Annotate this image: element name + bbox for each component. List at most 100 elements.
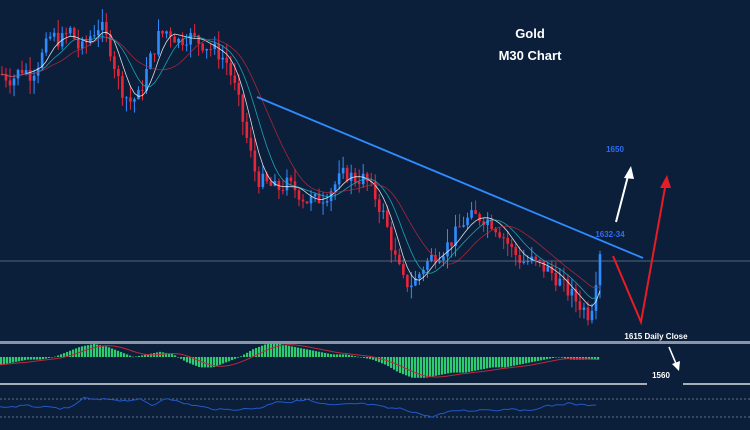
candle-body	[285, 177, 289, 191]
candle-body	[56, 32, 60, 47]
candle-body	[72, 27, 76, 39]
candle-body	[32, 75, 36, 81]
macd-signal-line	[0, 344, 598, 378]
macd-histogram-bar	[171, 354, 174, 357]
macd-histogram-bar	[219, 357, 222, 365]
label-1560: 1560	[652, 371, 670, 380]
macd-histogram-bar	[87, 345, 90, 357]
candle-body	[80, 41, 84, 49]
candle-body	[145, 68, 148, 91]
moving-average-line	[1, 36, 601, 289]
candle-body	[157, 30, 160, 55]
macd-histogram-bar	[213, 357, 216, 368]
arrow-up-white-head	[624, 166, 634, 179]
macd-histogram-bar	[225, 357, 228, 363]
macd-histogram-bar	[555, 357, 558, 358]
macd-histogram-bar	[258, 346, 261, 357]
candle-body	[121, 76, 124, 98]
macd-histogram-bar	[312, 350, 315, 357]
macd-histogram-bar	[261, 345, 264, 357]
macd-histogram-bar	[183, 357, 186, 361]
macd-histogram-bar	[45, 357, 48, 359]
candle-body	[550, 266, 554, 274]
moving-average-line	[1, 31, 601, 307]
macd-histogram-bar	[549, 357, 552, 359]
macd-histogram-bar	[540, 357, 543, 361]
macd-histogram-bar	[279, 344, 282, 357]
macd-histogram-bar	[138, 355, 141, 357]
macd-histogram-bar	[36, 357, 39, 360]
macd-histogram-bar	[102, 345, 105, 357]
macd-histogram-bar	[33, 357, 36, 360]
macd-histogram-bar	[459, 357, 462, 373]
candle-body	[241, 94, 245, 122]
macd-histogram-bar	[429, 357, 432, 377]
macd-histogram-bar	[300, 348, 303, 357]
macd-histogram-bar	[468, 357, 471, 372]
candle-body	[438, 260, 441, 263]
macd-histogram-bar	[96, 344, 99, 357]
descending-trendline[interactable]	[256, 96, 644, 259]
candle-body	[538, 259, 542, 262]
macd-histogram-bar	[246, 352, 249, 357]
candle-body	[590, 310, 594, 321]
macd-histogram-bar	[348, 355, 351, 357]
candle-body	[189, 32, 192, 45]
macd-histogram-bar	[66, 351, 69, 357]
candle-body	[301, 199, 305, 202]
macd-histogram-bar	[315, 351, 318, 357]
macd-histogram-bar	[360, 357, 363, 358]
label-1632-34: 1632-34	[595, 230, 625, 239]
candle-body	[574, 288, 578, 302]
macd-histogram-bar	[411, 357, 414, 378]
macd-histogram-bar	[375, 357, 378, 361]
candle-body	[16, 69, 20, 79]
candle-body	[426, 260, 429, 270]
macd-histogram-bar	[3, 357, 6, 365]
candle-body	[253, 150, 257, 172]
macd-histogram-bar	[528, 357, 531, 363]
macd-histogram-bar	[447, 357, 450, 374]
macd-histogram-bar	[450, 357, 453, 373]
macd-histogram-bar	[231, 357, 234, 361]
macd-histogram-bar	[204, 357, 207, 368]
candle-body	[333, 184, 337, 192]
macd-histogram-bar	[456, 357, 459, 373]
candle-body	[482, 221, 485, 226]
candle-body	[353, 172, 357, 183]
candle-body	[542, 261, 546, 272]
candle-body	[454, 226, 457, 247]
macd-histogram-bar	[369, 357, 372, 360]
macd-histogram-bar	[453, 357, 456, 373]
candle-body	[494, 228, 497, 233]
candle-body	[518, 255, 522, 263]
moving-averages	[1, 31, 601, 307]
rsi-panel	[0, 396, 597, 418]
candle-body	[213, 43, 217, 50]
macd-histogram-bar	[126, 354, 129, 357]
macd-panel	[0, 344, 600, 378]
macd-histogram-bar	[372, 357, 375, 360]
candle-body	[458, 226, 461, 228]
macd-histogram-bar	[285, 345, 288, 357]
candle-body	[562, 278, 566, 280]
macd-histogram-bar	[504, 357, 507, 368]
macd-histogram-bar	[222, 357, 225, 364]
panel-separator-macd	[0, 383, 647, 385]
candle-body	[93, 35, 96, 37]
macd-histogram-bar	[276, 344, 279, 357]
candle-body	[68, 27, 72, 34]
candle-body	[141, 89, 144, 91]
macd-histogram-bar	[252, 349, 255, 357]
macd-histogram-bar	[120, 352, 123, 357]
candle-body	[281, 189, 285, 191]
candle-body	[470, 210, 473, 218]
macd-histogram-bar	[63, 353, 66, 357]
macd-histogram-bar	[471, 357, 474, 372]
candle-body	[394, 250, 397, 255]
macd-histogram-bar	[24, 357, 27, 361]
candle-body	[498, 232, 501, 238]
candle-body	[514, 247, 518, 256]
candle-body	[0, 74, 4, 75]
